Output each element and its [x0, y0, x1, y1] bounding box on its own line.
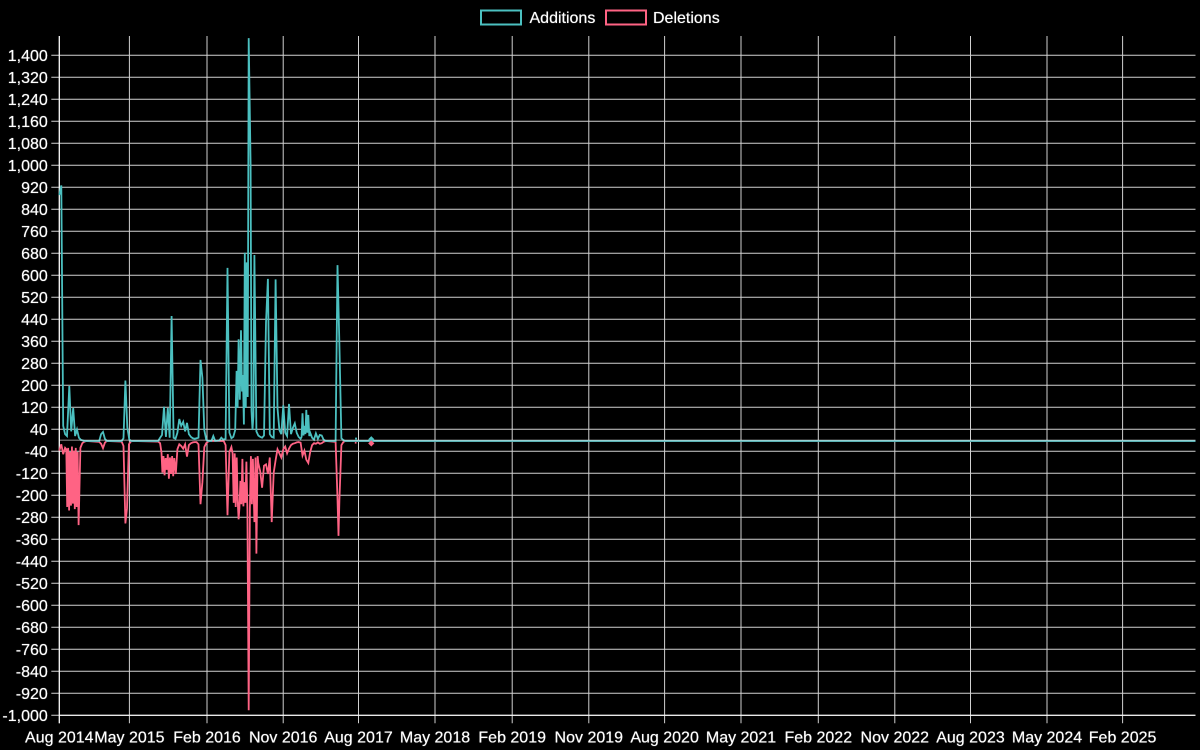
svg-text:1,000: 1,000 [8, 158, 48, 175]
svg-text:Feb 2019: Feb 2019 [478, 730, 546, 747]
svg-text:Aug 2014: Aug 2014 [25, 730, 94, 747]
svg-text:May 2015: May 2015 [94, 730, 164, 747]
svg-text:280: 280 [21, 356, 48, 373]
svg-text:-680: -680 [16, 620, 48, 637]
svg-text:-1,000: -1,000 [2, 708, 47, 725]
svg-text:Aug 2017: Aug 2017 [324, 730, 393, 747]
svg-text:520: 520 [21, 290, 48, 307]
svg-text:-120: -120 [16, 466, 48, 483]
svg-text:Aug 2023: Aug 2023 [936, 730, 1005, 747]
svg-text:40: 40 [30, 422, 48, 439]
svg-text:Feb 2016: Feb 2016 [173, 730, 241, 747]
svg-text:Nov 2016: Nov 2016 [249, 730, 318, 747]
svg-text:-40: -40 [25, 444, 48, 461]
svg-text:-280: -280 [16, 510, 48, 527]
svg-text:1,240: 1,240 [8, 92, 48, 109]
svg-text:Feb 2025: Feb 2025 [1089, 730, 1157, 747]
svg-text:Nov 2019: Nov 2019 [555, 730, 624, 747]
svg-text:760: 760 [21, 224, 48, 241]
svg-text:-840: -840 [16, 664, 48, 681]
svg-text:200: 200 [21, 378, 48, 395]
svg-text:-360: -360 [16, 532, 48, 549]
svg-text:-200: -200 [16, 488, 48, 505]
svg-text:1,400: 1,400 [8, 48, 48, 65]
svg-text:680: 680 [21, 246, 48, 263]
svg-text:360: 360 [21, 334, 48, 351]
svg-text:Deletions: Deletions [653, 10, 720, 27]
svg-text:-760: -760 [16, 642, 48, 659]
svg-text:-920: -920 [16, 686, 48, 703]
svg-text:840: 840 [21, 202, 48, 219]
svg-text:Aug 2020: Aug 2020 [630, 730, 699, 747]
svg-text:Additions: Additions [530, 10, 596, 27]
svg-text:-520: -520 [16, 576, 48, 593]
svg-text:1,160: 1,160 [8, 114, 48, 131]
svg-text:600: 600 [21, 268, 48, 285]
svg-text:May 2018: May 2018 [400, 730, 470, 747]
svg-text:1,320: 1,320 [8, 70, 48, 87]
svg-text:May 2021: May 2021 [706, 730, 776, 747]
svg-text:Feb 2022: Feb 2022 [784, 730, 852, 747]
svg-text:-440: -440 [16, 554, 48, 571]
svg-text:-600: -600 [16, 598, 48, 615]
svg-text:May 2024: May 2024 [1012, 730, 1082, 747]
svg-text:440: 440 [21, 312, 48, 329]
svg-text:1,080: 1,080 [8, 136, 48, 153]
svg-text:Nov 2022: Nov 2022 [861, 730, 930, 747]
svg-text:920: 920 [21, 180, 48, 197]
svg-text:120: 120 [21, 400, 48, 417]
